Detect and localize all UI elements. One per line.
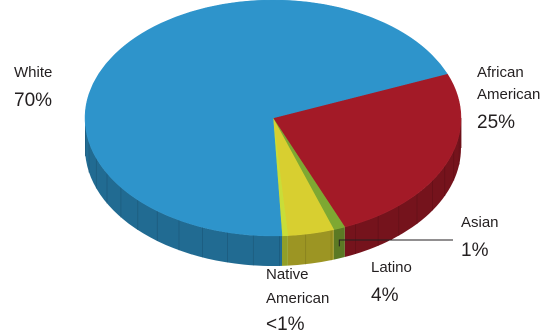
pie-slice-white [84, 0, 448, 237]
slice-value-white: 70% [14, 90, 52, 111]
slice-label-asian: Asian [461, 214, 499, 231]
pie-top-faces [84, 0, 462, 237]
pie-side-native-american [282, 235, 288, 266]
slice-label-white: White [14, 64, 52, 81]
slice-label-latino: Latino [371, 259, 412, 276]
pie-side-latino [287, 229, 334, 266]
slice-value-african-american: 25% [477, 112, 515, 133]
pie-side-white [85, 118, 283, 266]
slice-value-latino: 4% [371, 285, 399, 306]
slice-label-african-american: African American [477, 64, 540, 103]
slice-value-asian: 1% [461, 240, 489, 261]
slice-value-native-american: <1% [266, 314, 305, 333]
pie-slice-african-american [272, 73, 462, 228]
pie-side-walls [85, 118, 462, 266]
slice-label-native-american: Native American [266, 266, 329, 307]
pie-side-african-american [344, 118, 461, 258]
leader-lines [338, 239, 453, 247]
leader-line-asian [338, 239, 453, 247]
